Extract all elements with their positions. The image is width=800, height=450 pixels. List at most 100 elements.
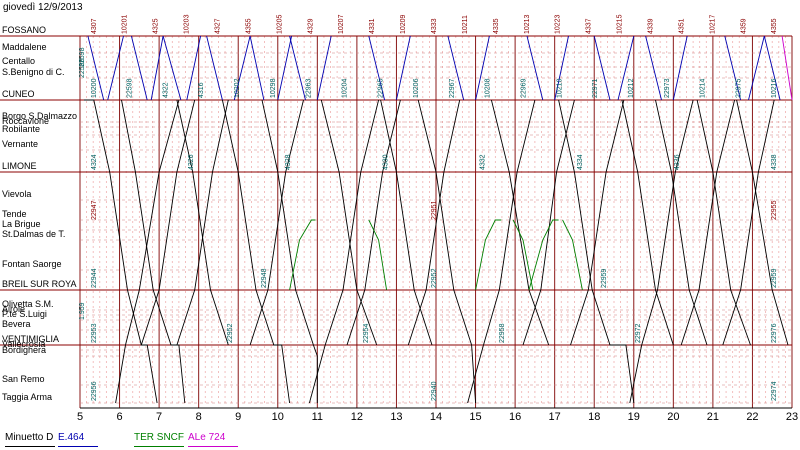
train-path — [475, 35, 490, 101]
x-tick-label: 23 — [786, 411, 798, 423]
train-path — [176, 99, 229, 346]
train-path — [84, 99, 158, 404]
train-path — [467, 99, 536, 404]
station-label: Vernante — [2, 139, 38, 149]
station-label: Roccavione — [2, 116, 49, 126]
train-number: 4332 — [480, 154, 487, 170]
train-number: 10203 — [184, 14, 191, 34]
train-number: 10206 — [413, 78, 420, 98]
train-number: 10212 — [628, 78, 635, 98]
train-number: 22974 — [771, 381, 778, 401]
x-tick-label: 21 — [707, 411, 719, 423]
train-path — [277, 35, 293, 101]
train-number: 22598 — [127, 78, 134, 98]
station-label: Vallecrosia — [2, 339, 45, 349]
train-number: 4335 — [493, 18, 500, 34]
train-number: 4355 — [771, 18, 778, 34]
train-number: 1.959 — [79, 302, 86, 320]
train-number: 4336 — [674, 154, 681, 170]
train-number: 22955 — [771, 200, 778, 220]
train-number: 4334 — [577, 154, 584, 170]
legend-entry: ALe 724 — [188, 432, 226, 443]
legend-swatch — [188, 446, 238, 447]
train-path — [528, 219, 559, 291]
train-path — [617, 35, 635, 101]
train-path — [475, 219, 502, 291]
train-path — [522, 99, 575, 346]
train-number: 4316 — [198, 82, 205, 98]
x-tick-label: 13 — [390, 411, 402, 423]
legend-entry: E.464 — [58, 432, 85, 443]
train-path — [162, 35, 182, 101]
station-label: VENTIMIGLIA — [2, 334, 59, 344]
train-number: 22940 — [431, 381, 438, 401]
train-number: 22952 — [227, 323, 234, 343]
train-number: 4339 — [647, 18, 654, 34]
x-tick-label: 14 — [430, 411, 442, 423]
train-path — [87, 35, 105, 101]
train-path — [621, 99, 674, 346]
train-number: 22972 — [635, 323, 642, 343]
train-number: 10217 — [709, 14, 716, 34]
train-number: 10215 — [617, 14, 624, 34]
train-number: 10205 — [276, 14, 283, 34]
train-path — [680, 99, 736, 346]
station-label: St.Dalmas de T. — [2, 229, 65, 239]
train-path — [186, 35, 202, 101]
x-tick-label: 15 — [469, 411, 481, 423]
train-number: 10208 — [485, 78, 492, 98]
station-label: LIMONE — [2, 161, 37, 171]
train-number: 4338 — [771, 154, 778, 170]
train-path — [512, 219, 534, 291]
train-number: 4307 — [91, 18, 98, 34]
train-number: 10207 — [338, 14, 345, 34]
train-path — [130, 35, 148, 101]
train-path — [395, 35, 411, 101]
train-path — [289, 35, 306, 101]
train-number: 10204 — [341, 78, 348, 98]
date-label: giovedì 12/9/2013 — [3, 2, 83, 13]
train-path — [368, 35, 386, 101]
x-tick-label: 12 — [351, 411, 363, 423]
station-label: La Brigue — [2, 219, 41, 229]
station-label: Fontan Saorge — [2, 259, 62, 269]
train-path — [308, 99, 380, 404]
train-path — [724, 35, 742, 101]
legend-swatch — [5, 446, 55, 447]
train-path — [736, 99, 789, 346]
train-number: 22959 — [601, 268, 608, 288]
train-number: 4333 — [431, 18, 438, 34]
train-number: 22952 — [431, 268, 438, 288]
train-path — [407, 99, 461, 346]
train-number: 10209 — [400, 14, 407, 34]
train-number: 10298 — [270, 78, 277, 98]
x-tick-label: 10 — [272, 411, 284, 423]
train-number: 4330 — [382, 154, 389, 170]
x-tick-label: 7 — [156, 411, 162, 423]
station-label: San Remo — [2, 374, 45, 384]
train-path — [593, 35, 611, 101]
train-number: 4328 — [285, 154, 292, 170]
legend: Minuetto D E.464 TER SNCF ALe 724 — [0, 428, 800, 450]
legend-entry: TER SNCF — [134, 432, 184, 443]
train-path — [221, 99, 291, 404]
train-number: 4337 — [586, 18, 593, 34]
train-path — [526, 35, 544, 101]
station-label: BREIL SUR ROYA — [2, 279, 77, 289]
train-path — [763, 35, 781, 101]
station-label: Taggia Arma — [2, 392, 52, 402]
x-tick-label: 18 — [588, 411, 600, 423]
station-label: Bevera — [2, 319, 31, 329]
train-number: 22973 — [664, 78, 671, 98]
legend-swatch — [134, 446, 184, 447]
station-label: Robilante — [2, 124, 40, 134]
train-path — [672, 35, 688, 101]
x-tick-label: 8 — [196, 411, 202, 423]
x-tick-label: 6 — [116, 411, 122, 423]
train-number: 4322 — [162, 82, 169, 98]
train-number: 10223 — [555, 14, 562, 34]
station-label: Tende — [2, 209, 27, 219]
station-label: Centallo — [2, 56, 35, 66]
train-number: 22951 — [431, 200, 438, 220]
legend-entry: Minuetto D — [5, 432, 54, 443]
